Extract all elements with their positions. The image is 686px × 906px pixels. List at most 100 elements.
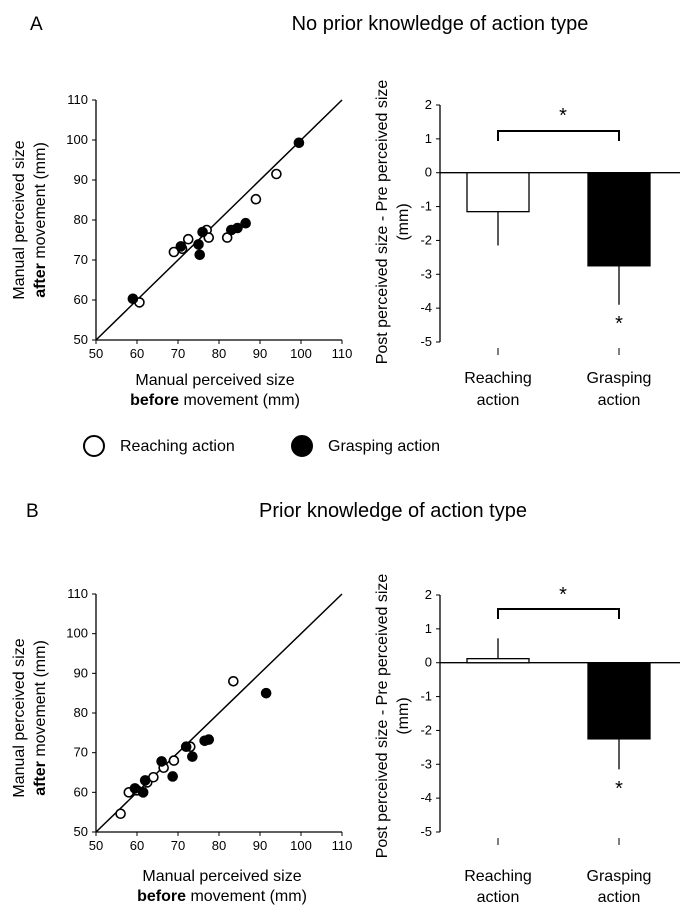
bar-b-y-tick-label: -2 [420,722,432,737]
scatter-a-grasping-point [193,239,204,250]
scatter-a-ylabel-line1: Manual perceived size [11,140,28,299]
scatter-a-x-tick-label: 110 [332,346,353,361]
bar-b-bar-reaching [466,658,530,664]
bar-a-y-tick-label: -4 [420,300,432,315]
bar-b-significance-bracket [497,608,620,619]
scatter-a-y-tick-label: 70 [74,252,88,267]
bar-a-y-tick-label: -1 [420,199,432,214]
scatter-a-ylabel-line2: after movement (mm) [32,142,49,298]
legend-reaching-marker [83,435,105,457]
bar-b-ylabel-line2: (mm) [395,697,412,734]
bar-b-cat1-line2: action [477,889,520,906]
bar-a-cat1-line2: action [477,392,520,409]
scatter-b-x-tick-label: 90 [253,838,267,853]
scatter-a-y-tick-label: 50 [74,332,88,347]
scatter-b-ylabel-bold: after [32,761,49,796]
scatter-b-xlabel-line1: Manual perceived size [142,868,301,885]
scatter-plot-a: 50 60 70 80 90 100 110 50 60 70 80 90 100 110 Manual … [11,92,352,409]
scatter-b-x-tick-label: 110 [332,838,353,853]
bar-b-y-tick-label: 0 [425,655,432,670]
scatter-b-grasping-point [129,783,141,794]
panel-a: A No prior knowledge of action type 50 60… [11,13,680,409]
bar-b-y-tick-label: -3 [420,756,432,771]
bar-b-ylabel-line1: Post perceived size - Pre perceived size [374,574,391,859]
scatter-b-y-tick-label: 60 [74,784,88,799]
scatter-b-y-tick-label: 100 [66,626,88,641]
scatter-a-points [95,99,343,341]
bar-b-y-tick-label: -1 [420,689,432,704]
scatter-b-grasping-point [156,756,167,767]
bar-a-cat2-line2: action [598,392,641,409]
bar-a-y-tick-label: 1 [425,131,432,146]
scatter-b-ylabel-line2: after movement (mm) [32,640,49,796]
scatter-b-x-tick-label: 50 [89,838,103,853]
scatter-a-reaching-point [271,168,282,180]
scatter-b-x-tick-label: 100 [290,838,312,853]
scatter-b-reaching-point [228,675,239,687]
bar-b-y-tick-label: -4 [420,790,432,805]
legend-grasping-label: Grasping action [328,438,440,455]
bar-chart-a: 2 1 0 -1 -2 -3 -4 -5 Post perceived size - Pre … [374,80,680,409]
scatter-a-x-tick-label: 60 [130,346,144,361]
legend-grasping-marker [291,435,313,457]
scatter-a-grasping-point [194,249,206,261]
legend: Reaching action Grasping action [83,435,440,457]
bar-chart-b: 2 1 0 -1 -2 -3 -4 -5 Post perceived size - Pre … [374,574,680,906]
scatter-a-y-tick-label: 60 [74,292,88,307]
scatter-b-ticks: 50 60 70 80 90 100 110 50 60 70 80 90 100 110 [66,586,352,853]
scatter-b-grasping-point [167,771,178,782]
scatter-b-y-tick-label: 70 [74,745,88,760]
bar-b-cat2-line2: action [598,889,641,906]
scatter-a-grasping-point [240,217,251,229]
bar-a-y-tick-label: -2 [420,232,432,247]
scatter-a-x-tick-label: 70 [171,346,185,361]
bar-b-marks [466,608,651,770]
panel-b-letter: B [26,501,39,522]
scatter-b-xlabel-line2: before movement (mm) [137,888,307,905]
bar-b-bar-grasping [587,662,651,740]
bar-b-grasp-star: * [615,778,623,800]
scatter-a-x-tick-label: 50 [89,346,103,361]
scatter-a-y-tick-label: 80 [74,212,88,227]
scatter-a-y-tick-label: 90 [74,172,88,187]
scatter-b-ylabel-line1: Manual perceived size [11,638,28,797]
scatter-a-ticks: 50 60 70 80 90 100 110 50 60 70 80 90 100 110 [66,92,352,361]
scatter-a-x-tick-label: 80 [212,346,226,361]
scatter-b-grasping-point [260,687,272,699]
scatter-b-y-tick-label: 90 [74,665,88,680]
bar-b-cat2-line1: Grasping [587,868,652,885]
bar-a-significance-bracket [497,130,620,141]
scatter-b-xlabel-bold: before [137,888,186,905]
scatter-b-grasping-point [137,787,149,798]
scatter-b-ylabel-rest: movement (mm) [32,640,49,761]
bar-a-y-tick-label: -5 [420,334,432,349]
scatter-a-x-tick-label: 90 [253,346,267,361]
bar-b-y-tick-label: 2 [425,587,432,602]
scatter-b-grasping-point [187,751,198,762]
scatter-b-x-tick-label: 70 [171,838,185,853]
bar-a-y-tick-label: 2 [425,97,432,112]
panel-a-title: No prior knowledge of action type [292,13,589,35]
scatter-a-grasping-point [197,226,208,238]
scatter-a-x-tick-label: 100 [290,346,312,361]
scatter-a-ylabel-rest: movement (mm) [32,142,49,263]
bar-a-ylabel-line1: Post perceived size - Pre perceived size [374,80,391,365]
bar-a-y-tick-label: 0 [425,165,432,180]
bar-a-cat2-line1: Grasping [587,370,652,387]
panel-b-title: Prior knowledge of action type [259,500,527,522]
scatter-a-xlabel-line2: before movement (mm) [130,392,300,409]
bar-b-y-tick-label: -5 [420,824,432,839]
legend-reaching-label: Reaching action [120,438,235,455]
scatter-b-points [95,593,343,833]
panel-a-letter: A [30,14,43,35]
scatter-b-y-tick-label: 80 [74,705,88,720]
scatter-a-xlabel-rest: movement (mm) [179,392,300,409]
scatter-a-y-tick-label: 110 [67,92,88,107]
scatter-b-grasping-point [139,775,151,786]
scatter-b-reaching-point [168,755,180,766]
scatter-a-grasping-point [232,222,243,234]
scatter-a-grasping-point [175,241,187,252]
bar-a-ylabel-line2: (mm) [395,203,412,240]
scatter-a-reaching-point [250,193,262,205]
scatter-a-grasping-point [127,293,139,305]
